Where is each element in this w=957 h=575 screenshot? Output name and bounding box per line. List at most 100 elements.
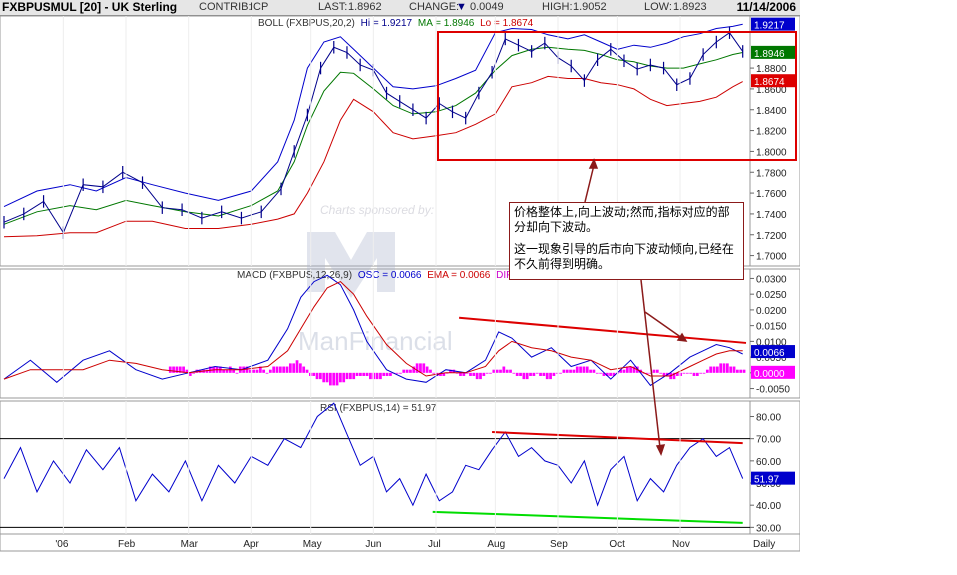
- macd-value-tag: [751, 365, 795, 379]
- low-value: 1.8923: [673, 1, 707, 13]
- macd-axis-tick-label: 0.0150: [756, 322, 787, 333]
- macd-histogram-bar: [679, 372, 683, 376]
- macd-histogram-bar: [695, 372, 699, 376]
- macd-histogram-bar: [585, 366, 589, 373]
- macd-histogram-bar: [512, 372, 516, 374]
- macd-histogram-bar: [405, 369, 409, 373]
- macd-histogram-bar: [258, 366, 262, 373]
- macd-histogram-bar: [425, 366, 429, 373]
- macd-axis-tick-label: 0.0100: [756, 337, 787, 348]
- rsi-axis-tick-label: 70.00: [756, 435, 781, 446]
- macd-histogram-bar: [505, 369, 509, 373]
- macd-histogram-bar: [305, 369, 309, 373]
- rsi-value-tag: [751, 471, 795, 485]
- arrowhead-price-icon: [588, 158, 599, 169]
- macd-histogram-bar: [375, 372, 379, 380]
- macd-histogram-bar: [579, 366, 582, 373]
- macd-histogram-bar: [592, 369, 596, 373]
- date-axis-tick-label: Mar: [181, 539, 199, 550]
- macd-axis-tick-label: 0.0200: [756, 306, 787, 317]
- macd-histogram-bar: [442, 372, 446, 376]
- macd-histogram-bar: [295, 360, 299, 373]
- macd-histogram-bar: [225, 369, 229, 373]
- macd-histogram-bar: [188, 372, 192, 376]
- macd-histogram-bar: [559, 372, 562, 374]
- date-axis-tick-label: Oct: [609, 539, 625, 550]
- macd-histogram-bar: [325, 372, 329, 383]
- macd-histogram-bar: [682, 372, 686, 374]
- macd-histogram-bar: [265, 372, 269, 374]
- macd-histogram-bar: [352, 372, 356, 380]
- macd-histogram-bar: [465, 372, 469, 374]
- macd-histogram-bar: [525, 372, 529, 380]
- annotation-line-2: 这一现象引导的后市向下波动倾向,已经在不久前得到明确。: [514, 242, 734, 271]
- macd-histogram-bar: [175, 366, 179, 373]
- arrowhead-rsi-icon: [655, 444, 666, 456]
- macd-histogram-bar: [252, 369, 256, 373]
- last-value: 1.8962: [348, 1, 382, 13]
- macd-histogram-bar: [192, 372, 195, 374]
- macd-histogram-bar: [699, 372, 703, 374]
- macd-histogram-bar: [282, 366, 286, 373]
- rsi-axis-tick-label: 60.00: [756, 457, 781, 468]
- chart-window: FXBPUSMUL [20] - UK Sterling CONTRIB: IC…: [0, 0, 800, 552]
- macd-histogram-bar: [575, 366, 579, 373]
- macd-histogram-bar: [345, 372, 349, 380]
- boll-hi-legend: Hi = 1.9217: [361, 18, 413, 29]
- arrow-to-price-line: [584, 164, 595, 203]
- macd-histogram-bar: [595, 372, 599, 374]
- macd-histogram-bar: [432, 372, 436, 374]
- price-axis-tick-label: 1.7400: [756, 210, 787, 221]
- macd-histogram-bar: [622, 369, 626, 373]
- macd-histogram-bar: [732, 366, 736, 373]
- rsi-axis-tick-label: 40.00: [756, 501, 781, 512]
- macd-histogram-bar: [705, 369, 709, 373]
- macd-histogram-bar: [319, 372, 322, 380]
- macd-histogram-bar: [722, 363, 726, 373]
- macd-legend: MACD (FXBPUS,12,26,9) OSC = 0.0066 EMA =…: [237, 270, 512, 281]
- macd-histogram-bar: [322, 372, 326, 383]
- contrib-label: CONTRIB:: [199, 1, 252, 13]
- macd-histogram-bar: [389, 372, 392, 376]
- macd-histogram-bar: [495, 369, 499, 373]
- macd-histogram-bar: [415, 363, 419, 373]
- price-axis-tick-label: 1.7200: [756, 231, 787, 242]
- macd-histogram-bar: [529, 372, 532, 376]
- date-axis-tick-label: Apr: [243, 539, 259, 550]
- price-value-tag-label: 1.9217: [754, 21, 785, 32]
- macd-histogram-bar: [662, 372, 666, 376]
- macd-axis-tick-label: -0.0050: [756, 385, 790, 396]
- macd-histogram-bar: [589, 369, 592, 373]
- macd-histogram-bar: [402, 369, 406, 373]
- macd-trendline: [459, 316, 747, 344]
- macd-histogram-bar: [409, 369, 412, 373]
- macd-dif-legend: DIF: [496, 270, 512, 281]
- macd-histogram-bar: [298, 363, 302, 373]
- macd-histogram-bar: [649, 372, 652, 374]
- macd-osc-legend: OSC = 0.0066: [358, 270, 422, 281]
- macd-histogram-bar: [499, 369, 502, 373]
- quote-header: FXBPUSMUL [20] - UK Sterling CONTRIB: IC…: [0, 0, 800, 16]
- date-axis-tick-label: Jul: [428, 539, 441, 550]
- macd-histogram-bar: [625, 366, 629, 373]
- price-value-tag-label: 1.8946: [754, 49, 785, 60]
- down-arrow-icon: ▼: [456, 1, 467, 13]
- macd-histogram-bar: [362, 372, 366, 376]
- macd-histogram-bar: [182, 366, 185, 373]
- macd-histogram-bar: [629, 366, 632, 373]
- annotation-box: 价格整体上,向上波动;然而,指标对应的部分却向下波动。 这一现象引导的后市向下波…: [509, 202, 744, 280]
- low-label: LOW:: [644, 1, 672, 13]
- macd-histogram-bar: [419, 363, 422, 373]
- macd-histogram-bar: [469, 372, 472, 376]
- macd-histogram-bar: [292, 363, 296, 373]
- rsi-panel-frame: [0, 400, 751, 535]
- macd-value-tag: [751, 345, 795, 359]
- date-axis-tick-label: Daily: [753, 539, 775, 550]
- macd-histogram-bar: [272, 366, 276, 373]
- macd-histogram-bar: [329, 372, 332, 386]
- macd-histogram-bar: [712, 366, 716, 373]
- macd-histogram-bar: [459, 372, 462, 376]
- macd-histogram-bar: [729, 366, 733, 373]
- macd-histogram-bar: [605, 372, 609, 376]
- macd-histogram-bar: [689, 372, 693, 374]
